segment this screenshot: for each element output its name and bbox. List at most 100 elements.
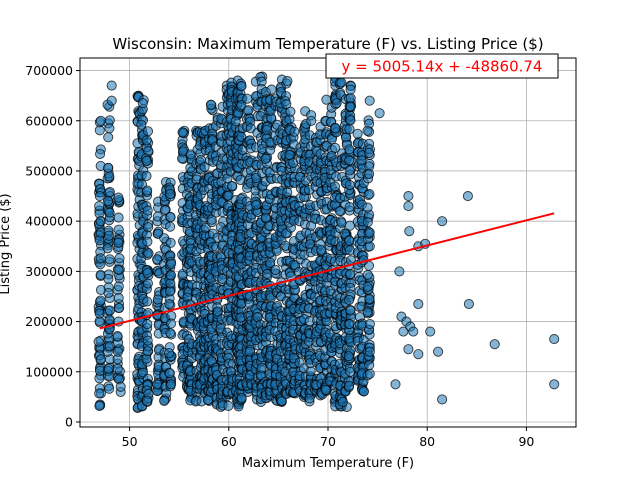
data-point [114,302,125,314]
data-point [264,167,275,178]
data-point [113,237,124,248]
data-point [142,335,153,346]
data-point [142,205,153,216]
data-point [112,346,123,357]
data-point [164,298,175,310]
data-point [227,180,238,192]
data-point [362,306,373,318]
regression-line [99,212,555,330]
data-point [345,93,356,104]
data-point [104,123,115,134]
data-point [114,253,125,264]
data-point [141,395,153,406]
data-point [94,201,105,212]
data-point [344,294,355,306]
x-tick-label: 60 [221,434,237,449]
data-point [166,258,177,269]
data-point [142,296,153,307]
data-point [345,305,356,316]
data-point [165,328,176,339]
data-point [362,217,373,228]
data-point [251,200,262,211]
x-tick-label: 50 [122,434,138,449]
data-point [223,190,234,201]
data-point [403,201,414,212]
data-point [94,191,105,202]
data-point [364,227,375,238]
data-point [94,400,105,411]
data-point [344,144,355,155]
data-point [334,206,345,217]
data-point [408,326,419,337]
data-point [463,298,474,310]
data-point [142,278,153,289]
data-point [394,266,405,277]
data-point [425,326,436,337]
data-point [115,381,126,392]
data-point [113,224,124,235]
data-point [102,243,113,254]
data-point [104,383,115,394]
data-point [143,248,154,259]
data-point [462,191,473,202]
data-point [165,318,177,329]
data-point [113,212,124,223]
data-point [152,294,163,305]
data-point [199,161,210,172]
data-point [236,392,247,403]
data-point [95,115,106,126]
data-point [330,142,341,153]
data-point [344,165,355,176]
y-tick-label: 700000 [25,63,73,78]
data-point [364,319,375,330]
chart-title: Wisconsin: Maximum Temperature (F) vs. L… [112,35,543,53]
data-point [104,186,115,198]
data-point [265,257,276,268]
data-point [95,354,106,365]
data-point [403,191,414,202]
data-point [398,326,409,337]
data-point [352,128,363,139]
data-point [106,95,117,106]
data-point [113,292,124,304]
data-point [345,268,356,279]
data-point [243,105,254,116]
data-point [270,264,281,275]
data-point [549,334,560,345]
data-point [321,94,332,105]
data-point [362,202,373,213]
data-point [102,196,114,207]
data-point [363,260,375,271]
data-point [320,384,331,395]
data-point [166,379,177,390]
data-point [364,360,375,371]
data-point [142,319,153,330]
data-point [185,149,196,160]
data-point [113,192,124,203]
data-point [95,295,106,306]
data-point [113,281,124,292]
data-point [282,76,293,87]
data-point [104,341,115,352]
x-tick-label: 80 [419,434,435,449]
data-point [242,93,253,104]
data-point [549,379,560,390]
data-point [159,205,170,216]
x-tick-label: 70 [320,434,336,449]
data-point [103,162,114,173]
data-point [261,124,272,135]
plot-area: 50 60 70 80 90 0 100000 200000 300000 400000 50000… [25,53,577,449]
data-point [142,126,154,137]
data-point [93,336,104,347]
data-point [95,253,106,264]
data-point [329,181,341,192]
data-point [103,363,114,374]
data-point [164,368,175,379]
data-point [330,123,341,134]
data-point [112,331,123,342]
data-point [285,106,296,117]
data-point [364,189,375,200]
x-tick-label: 90 [518,434,534,449]
data-point [165,212,176,223]
y-tick-label: 400000 [25,214,73,229]
